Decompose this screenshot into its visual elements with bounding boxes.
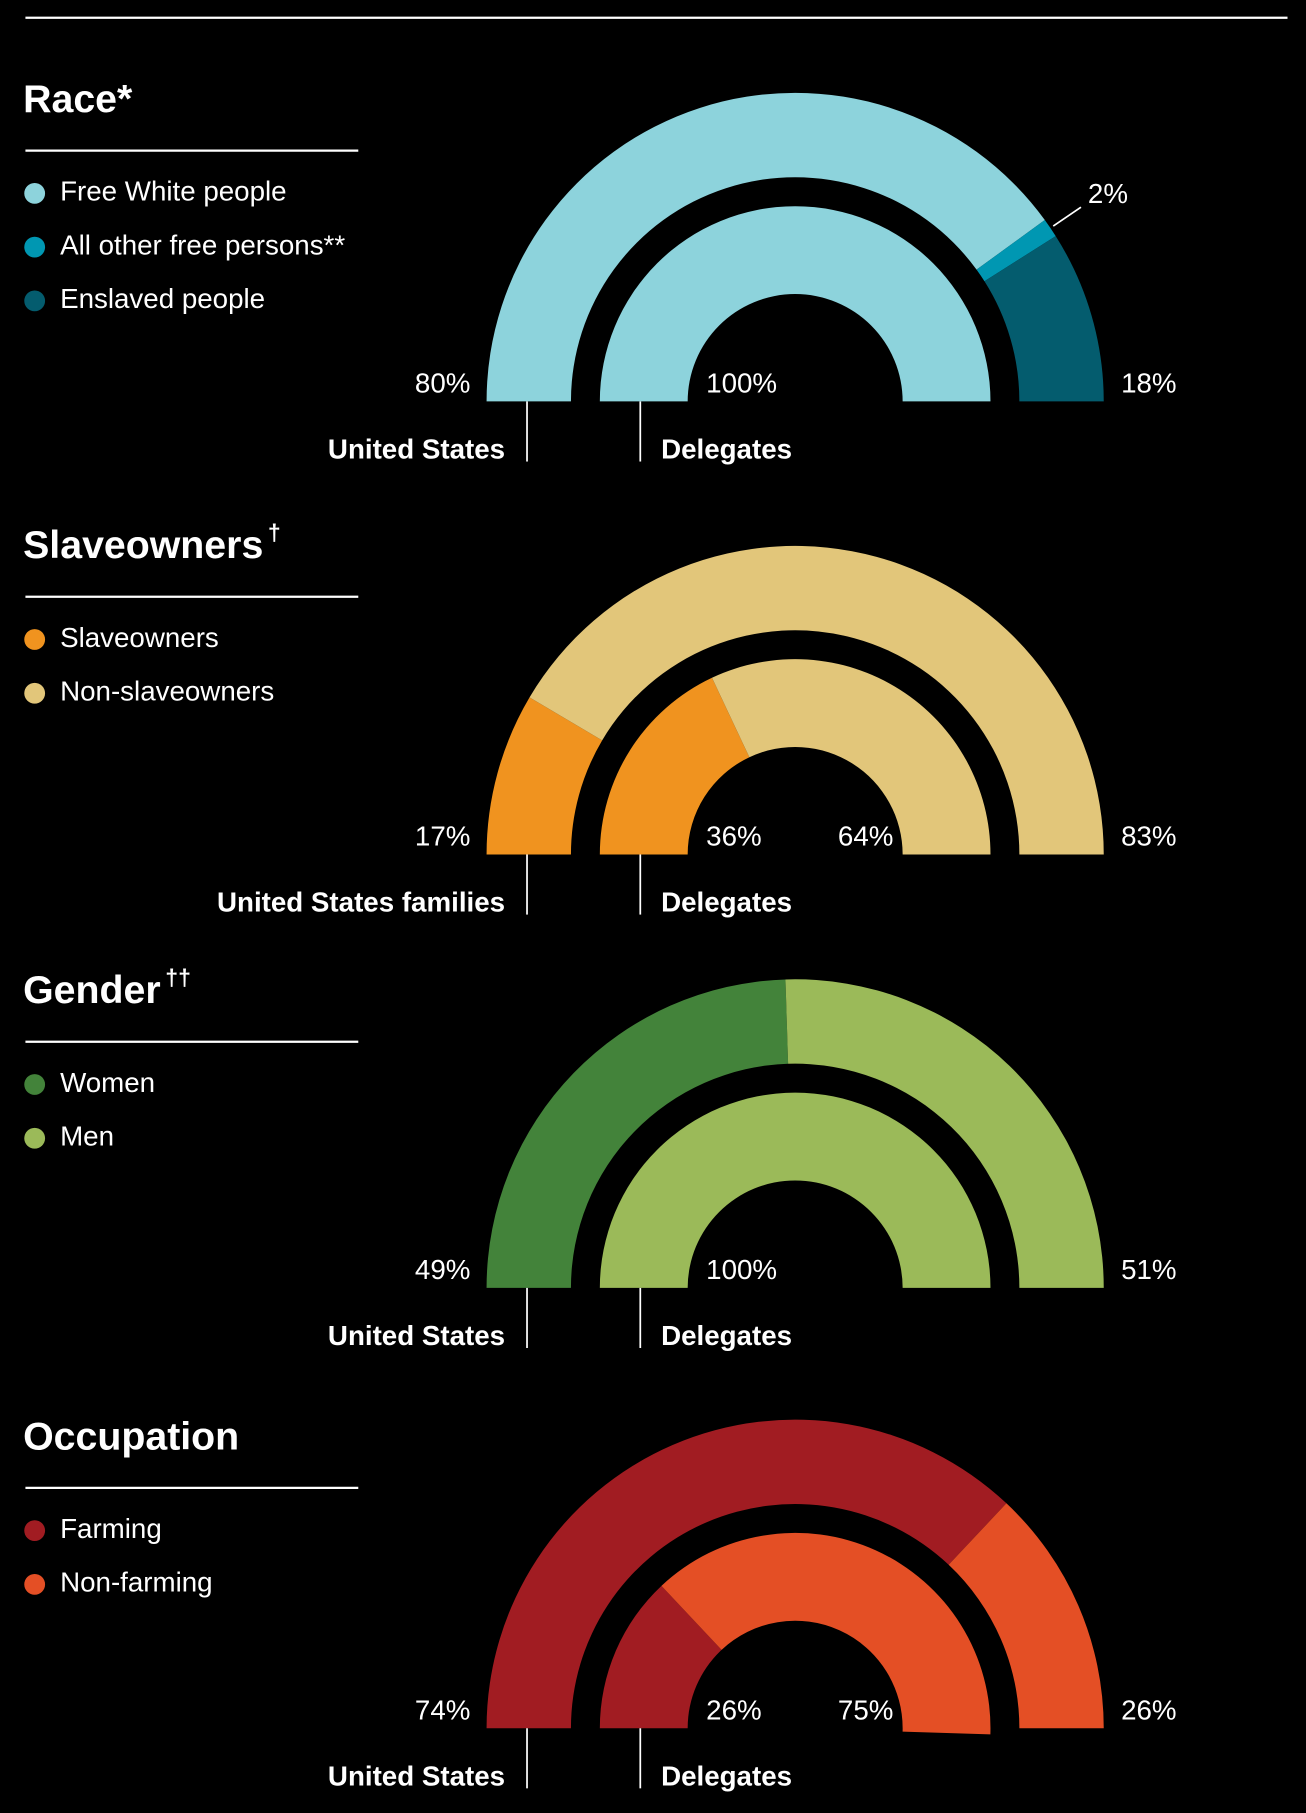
value-label: 74% bbox=[415, 1694, 470, 1725]
legend-label: Non-slaveowners bbox=[60, 676, 274, 707]
legend-dot bbox=[24, 629, 46, 650]
value-label: 26% bbox=[1121, 1694, 1176, 1725]
legend-label: Farming bbox=[60, 1513, 162, 1544]
title-text: Race* bbox=[23, 77, 133, 121]
arc-segment bbox=[599, 1092, 991, 1288]
section-title: Occupation bbox=[23, 1415, 239, 1459]
legend-label: All other free persons** bbox=[60, 229, 345, 260]
arc-segment bbox=[599, 206, 991, 402]
leader-line bbox=[1052, 206, 1082, 227]
legend-dot bbox=[24, 1520, 46, 1542]
ring-name: United States families bbox=[217, 887, 505, 918]
value-label: 75% bbox=[838, 1694, 893, 1725]
arc-segment bbox=[599, 1585, 722, 1729]
section-title: Gender †† bbox=[23, 964, 191, 1012]
ring-name: United States bbox=[328, 433, 505, 464]
legend-dot bbox=[24, 1127, 46, 1149]
ring-name: Delegates bbox=[661, 433, 792, 464]
legend-label: Slaveowners bbox=[60, 622, 219, 653]
legend-label: Women bbox=[60, 1067, 155, 1098]
title-note: † bbox=[268, 519, 281, 545]
arc-segment bbox=[984, 236, 1104, 402]
value-label: 64% bbox=[838, 821, 893, 852]
value-label: 2% bbox=[1088, 178, 1128, 209]
title-text: Slaveowners bbox=[23, 524, 263, 568]
section-title: Slaveowners † bbox=[23, 519, 281, 567]
ring-name: Delegates bbox=[661, 1760, 792, 1791]
value-label: 100% bbox=[706, 368, 777, 399]
arc-segment bbox=[948, 1503, 1104, 1729]
legend-dot bbox=[24, 290, 46, 312]
legend-dot bbox=[24, 1074, 46, 1095]
legend-label: Free White people bbox=[60, 176, 287, 207]
arc-segment bbox=[711, 659, 991, 855]
arc-segment bbox=[486, 697, 603, 855]
arc-segment bbox=[785, 979, 1104, 1288]
value-label: 26% bbox=[706, 1694, 761, 1725]
value-label: 36% bbox=[706, 821, 761, 852]
value-label: 49% bbox=[415, 1254, 470, 1285]
legend-label: Enslaved people bbox=[60, 283, 265, 314]
ring-name: United States bbox=[328, 1760, 505, 1791]
legend-dot bbox=[24, 236, 46, 258]
section-title: Race* bbox=[23, 77, 133, 121]
title-note: †† bbox=[165, 964, 191, 990]
value-label: 80% bbox=[415, 368, 470, 399]
legend-dot bbox=[24, 682, 46, 704]
ring-name: Delegates bbox=[661, 1320, 792, 1351]
title-text: Gender bbox=[23, 969, 161, 1013]
legend-label: Men bbox=[60, 1121, 114, 1152]
arc-segment bbox=[529, 545, 1104, 855]
value-label: 83% bbox=[1121, 821, 1176, 852]
value-label: 51% bbox=[1121, 1254, 1176, 1285]
arc-segment bbox=[976, 220, 1056, 282]
ring-name: Delegates bbox=[661, 887, 792, 918]
arc-segment bbox=[486, 92, 1045, 402]
title-text: Occupation bbox=[23, 1415, 239, 1459]
legend-label: Non-farming bbox=[60, 1567, 213, 1598]
value-label: 18% bbox=[1121, 368, 1176, 399]
arc-segment bbox=[661, 1532, 991, 1735]
arc-segment bbox=[486, 1419, 1007, 1729]
legend-dot bbox=[24, 1573, 46, 1595]
arc-segment bbox=[599, 677, 750, 855]
legend-dot bbox=[24, 182, 46, 204]
arc-segment bbox=[486, 979, 789, 1288]
ring-name: United States bbox=[328, 1320, 505, 1351]
value-label: 17% bbox=[415, 821, 470, 852]
value-label: 100% bbox=[706, 1254, 777, 1285]
